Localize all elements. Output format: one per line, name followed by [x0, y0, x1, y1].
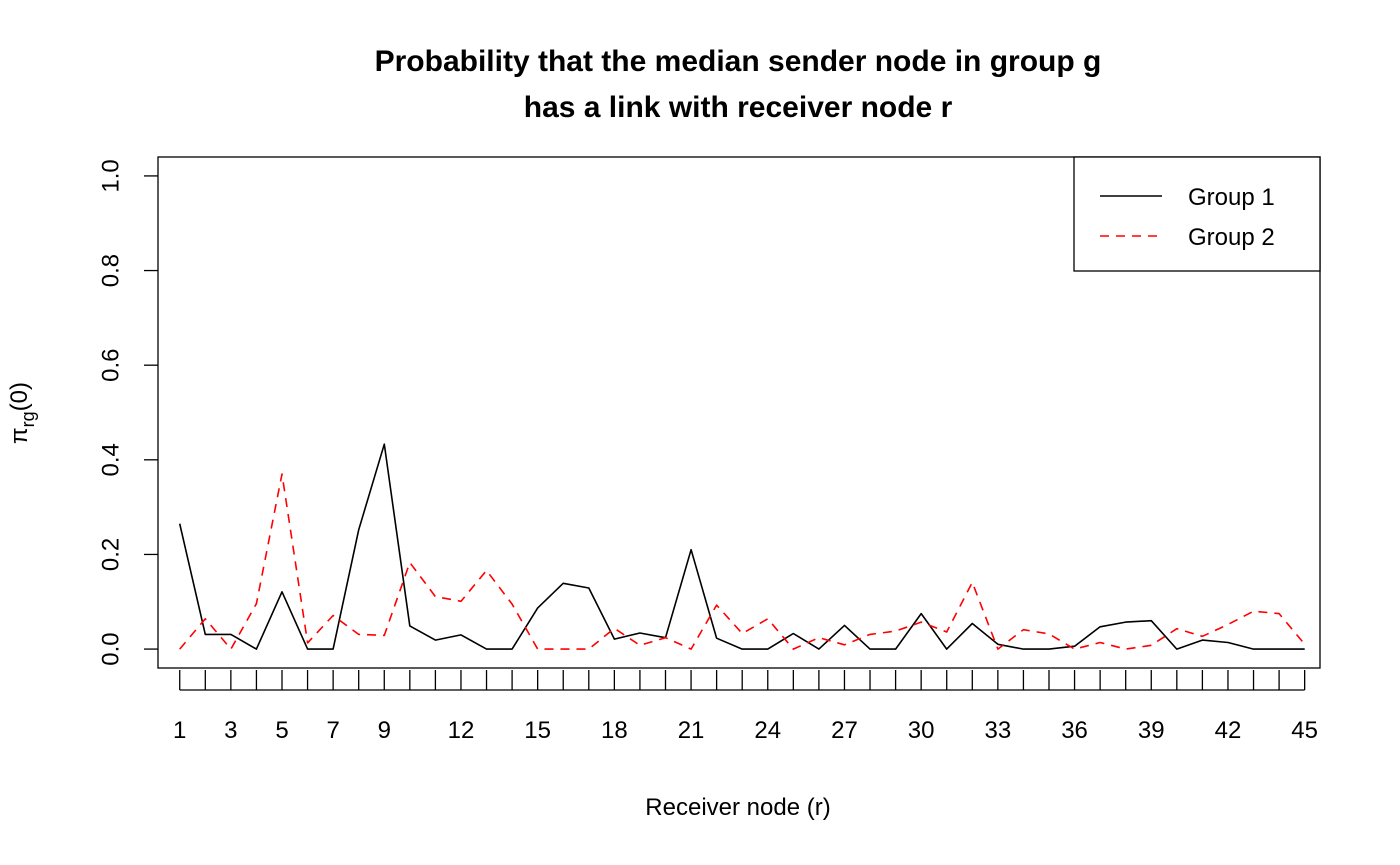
- legend-label-group-1: Group 1: [1188, 184, 1275, 211]
- x-tick-label: 3: [224, 717, 237, 744]
- y-tick-label: 0.0: [97, 632, 124, 665]
- x-tick-label: 5: [275, 717, 288, 744]
- series-line-group-2: [179, 473, 1306, 650]
- y-axis-label-base: π: [6, 427, 33, 444]
- y-tick-label: 1.0: [97, 159, 124, 192]
- x-tick-label: 24: [754, 717, 781, 744]
- y-axis-label: πrg(0): [6, 382, 38, 444]
- series-layer: [178, 443, 1306, 650]
- x-tick-label: 21: [678, 717, 705, 744]
- x-tick-label: 42: [1215, 717, 1242, 744]
- legend-label-group-2: Group 2: [1188, 224, 1275, 251]
- legend-box: [1073, 156, 1321, 272]
- y-tick-label: 0.2: [97, 538, 124, 571]
- x-tick-label: 7: [326, 717, 339, 744]
- x-tick-label: 12: [448, 717, 475, 744]
- plot-frame: [157, 156, 1321, 669]
- x-tick-label: 33: [985, 717, 1012, 744]
- x-tick-label: 36: [1061, 717, 1088, 744]
- legend: Group 1 Group 2: [1073, 156, 1321, 272]
- x-tick-label: 27: [831, 717, 858, 744]
- chart-title-line-1: Probability that the median sender node …: [375, 45, 1102, 78]
- y-tick-label: 0.8: [97, 254, 124, 287]
- x-axis-label: Receiver node (r): [645, 794, 830, 821]
- x-tick-label: 39: [1138, 717, 1165, 744]
- x-axis: 1 3 5 7 9 12 15 18 21 24 27 30 33 36 39 42 45: [173, 670, 1318, 744]
- y-tick-label: 0.6: [97, 348, 124, 381]
- chart-title-line-2: has a link with receiver node r: [524, 91, 953, 124]
- x-tick-label: 45: [1291, 717, 1318, 744]
- y-axis-label-rest: (0): [6, 382, 33, 411]
- x-tick-label: 18: [601, 717, 628, 744]
- y-axis-label-subscript: rg: [18, 411, 38, 427]
- y-axis: 0.0 0.2 0.4 0.6 0.8 1.0: [97, 159, 158, 666]
- x-tick-label: 9: [378, 717, 391, 744]
- series-line-group-1: [178, 443, 1305, 650]
- y-tick-label: 0.4: [97, 443, 124, 476]
- x-tick-label: 15: [524, 717, 551, 744]
- x-tick-label: 30: [908, 717, 935, 744]
- x-tick-label: 1: [173, 717, 186, 744]
